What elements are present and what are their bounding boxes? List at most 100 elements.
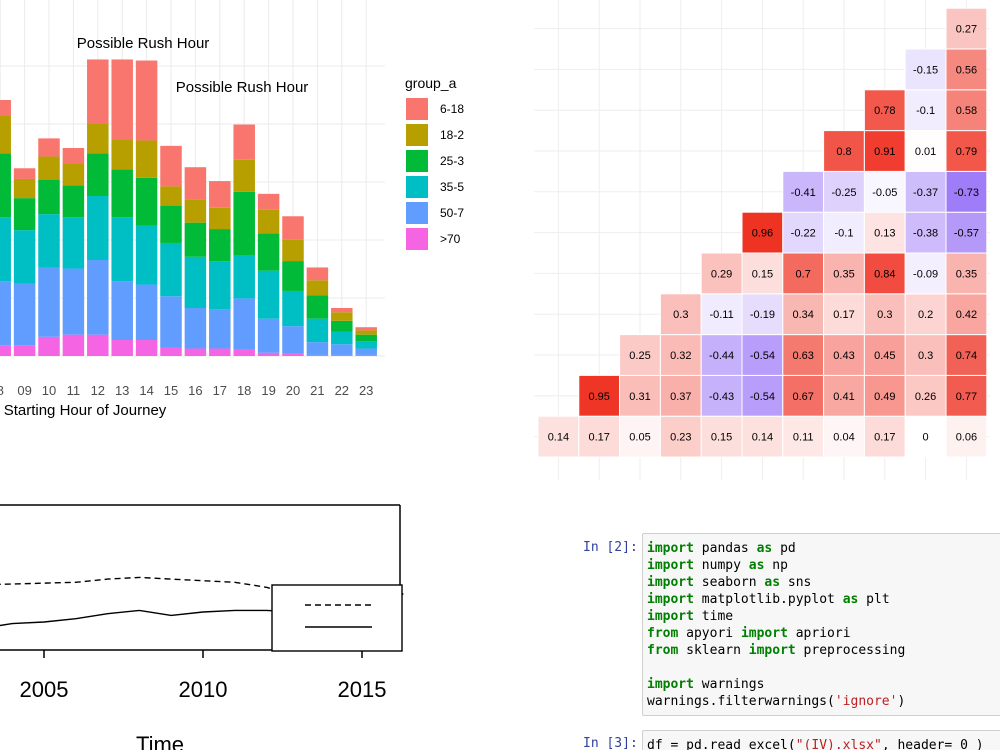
- bar-segment: [0, 217, 11, 282]
- heatmap-value: 0.3: [877, 309, 892, 321]
- time-series-line-chart: 2005 2010 2015 Time: [0, 504, 404, 750]
- bar-segment: [38, 156, 60, 180]
- heatmap-value: 0.17: [874, 432, 895, 444]
- heatmap-value: 0.06: [956, 432, 977, 444]
- heatmap-value: -0.73: [954, 187, 979, 199]
- bar-segment: [355, 327, 377, 331]
- bar-segment: [184, 256, 207, 308]
- cell-prompt-in3: In [3]:: [583, 736, 638, 750]
- x-tick-label: 2005: [20, 677, 69, 702]
- bar-segment: [13, 168, 36, 179]
- heatmap-cell: [823, 415, 865, 458]
- heatmap-cell: [823, 374, 865, 417]
- bar-segment: [209, 261, 231, 310]
- code-keyword: import: [748, 643, 796, 658]
- bar-segment: [13, 345, 36, 356]
- heatmap-value: 0.42: [956, 309, 977, 321]
- heatmap-value: -0.1: [916, 105, 935, 117]
- heatmap-value: -0.11: [709, 309, 733, 321]
- heatmap-value: 0.78: [874, 105, 895, 117]
- bar-segment: [62, 268, 85, 335]
- heatmap-cell: [863, 415, 906, 458]
- heatmap-cell: [945, 293, 988, 336]
- correlation-heatmap: 0.14 0.17 0.05 0.23 0.15 0.14 0.11 0.04 0.17 0 0.0…: [534, 0, 990, 480]
- bar-segment: [62, 148, 85, 164]
- bar-segment: [282, 326, 304, 354]
- code-cell-imports[interactable]: import pandas as pd import numpy as np imp…: [642, 533, 1000, 716]
- heatmap-value: 0: [923, 432, 929, 444]
- heatmap-cell: [945, 89, 988, 132]
- heatmap-value: 0.13: [874, 228, 895, 240]
- bar-segment: [233, 255, 255, 299]
- bar-segment: [87, 123, 109, 154]
- code-token: warnings: [693, 677, 765, 692]
- code-keyword: import: [647, 558, 694, 573]
- bar-segment: [0, 345, 11, 356]
- x-tick-label: 2010: [179, 677, 228, 702]
- code-line: from sklearn import preprocessing: [647, 642, 1000, 659]
- heatmap-cell: [863, 374, 906, 417]
- heatmap-cell: [823, 130, 865, 172]
- heatmap-cell: [945, 130, 988, 172]
- heatmap-cell: [741, 415, 784, 458]
- legend-swatch: [406, 228, 428, 250]
- heatmap-cell: [823, 334, 865, 376]
- code-token: apyori: [678, 626, 741, 641]
- bar-segment: [160, 186, 182, 206]
- legend-label: 6-18: [440, 102, 464, 116]
- heatmap-value: -0.41: [791, 187, 816, 199]
- bar-segment: [38, 180, 60, 215]
- code-line: df = pd.read_excel("(IV).xlsx", header= …: [647, 737, 1000, 750]
- heatmap-value: 0.95: [588, 391, 609, 403]
- bar-segment: [233, 191, 255, 256]
- heatmap-value: 0.11: [793, 432, 814, 444]
- bar-segment: [160, 145, 182, 187]
- bar-segment: [233, 124, 255, 160]
- code-line: from apyori import apriori: [647, 625, 1000, 642]
- heatmap-cell: [659, 374, 702, 417]
- code-token: preprocessing: [795, 643, 906, 658]
- x-tick-label: 20: [286, 383, 300, 398]
- legend-box: [271, 584, 403, 652]
- bar-segment: [282, 239, 304, 262]
- bar-segment: [111, 340, 133, 356]
- bar-segment: [13, 198, 36, 231]
- code-keyword: import: [740, 626, 788, 641]
- heatmap-value: 0.17: [833, 309, 854, 321]
- code-keyword: import: [647, 575, 694, 590]
- heatmap-cell: [945, 374, 988, 417]
- legend-title: group_a: [405, 75, 457, 91]
- x-tick-label: 21: [310, 383, 324, 398]
- bar-segment: [135, 140, 158, 178]
- heatmap-value: -0.22: [791, 228, 816, 240]
- heatmap-value: 0.8: [836, 146, 851, 158]
- bar-segment: [331, 320, 353, 332]
- x-tick-label: 8: [0, 383, 4, 398]
- bar-segment: [355, 354, 377, 356]
- code-cell-read-excel[interactable]: df = pd.read_excel("(IV).xlsx", header= …: [642, 730, 1000, 750]
- bar-segment: [257, 270, 280, 319]
- heatmap-cell: [945, 334, 988, 376]
- code-line: import matplotlib.pyplot as plt: [647, 591, 1000, 608]
- legend-label: >70: [440, 232, 461, 246]
- stacked-bar-chart-panel: 8 09 10 11 12 13 14 15 16 17 18 19 20 21 22 23 Starting …: [0, 0, 480, 470]
- code-line: import numpy as np: [647, 557, 1000, 574]
- heatmap-value: -0.43: [709, 391, 734, 403]
- bar-segment: [62, 164, 85, 186]
- bar-segment: [355, 348, 377, 355]
- heatmap-value: 0.01: [915, 146, 936, 158]
- x-tick-label: 22: [335, 383, 349, 398]
- code-keyword: import: [647, 609, 694, 624]
- annotation: Possible Rush Hour: [176, 79, 309, 96]
- bar-segment: [87, 260, 109, 335]
- heatmap-value: 0.43: [833, 350, 854, 362]
- bar-segment: [282, 216, 304, 240]
- bar-segment: [160, 296, 182, 348]
- heatmap-cell: [945, 415, 988, 458]
- code-keyword: as: [842, 592, 859, 607]
- code-keyword: as: [764, 575, 781, 590]
- bar-segment: [331, 344, 353, 355]
- code-token: , header= 0 ): [881, 738, 984, 750]
- heatmap-value: 0.77: [956, 391, 977, 403]
- code-token: pandas: [693, 541, 757, 556]
